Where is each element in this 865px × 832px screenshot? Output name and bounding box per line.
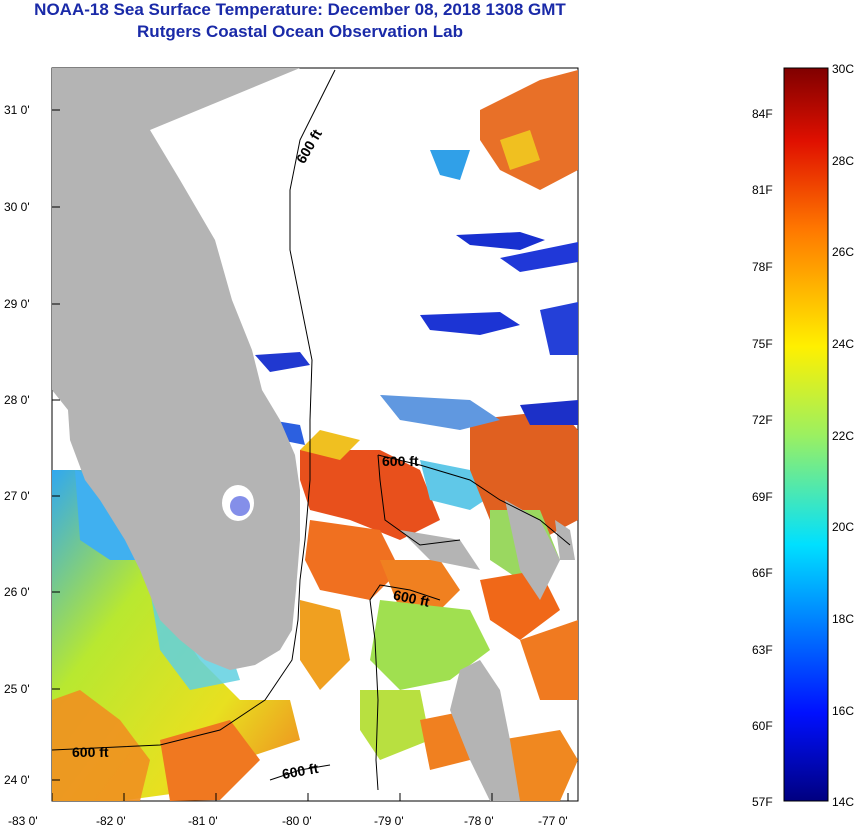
colorbar-f-66: 66F [752,566,773,580]
y-tick-25: 25 0' [4,682,30,696]
colorbar-f-84: 84F [752,107,773,121]
y-tick-28: 28 0' [4,393,30,407]
colorbar-f-72: 72F [752,413,773,427]
x-tick-83: -83 0' [8,814,38,828]
x-tick-79: -79 0' [374,814,404,828]
contour-label-5: 600 ft [281,760,320,782]
colorbar-f-78: 78F [752,260,773,274]
colorbar-f-57: 57F [752,795,773,809]
colorbar-c-20: 20C [832,520,854,534]
colorbar-f-60: 60F [752,719,773,733]
colorbar-c-24: 24C [832,337,854,351]
colorbar-f-69: 69F [752,490,773,504]
x-tick-81: -81 0' [188,814,218,828]
contour-label-4: 600 ft [72,744,109,760]
y-tick-31: 31 0' [4,103,30,117]
y-tick-29: 29 0' [4,297,30,311]
colorbar-c-16: 16C [832,704,854,718]
x-tick-77: -77 0' [538,814,568,828]
contour-label-2: 600 ft [382,453,419,469]
colorbar-c-26: 26C [832,245,854,259]
colorbar-c-30: 30C [832,62,854,76]
x-tick-82: -82 0' [96,814,126,828]
x-tick-80: -80 0' [282,814,312,828]
y-tick-30: 30 0' [4,200,30,214]
colorbar-f-75: 75F [752,337,773,351]
colorbar-c-28: 28C [832,154,854,168]
contour-label-3: 600 ft [392,587,431,610]
axis-ticks [51,109,569,801]
colorbar-f-63: 63F [752,643,773,657]
map-title: NOAA-18 Sea Surface Temperature: Decembe… [34,0,566,19]
x-tick-78: -78 0' [464,814,494,828]
y-tick-26: 26 0' [4,585,30,599]
colorbar-f-81: 81F [752,183,773,197]
y-tick-24: 24 0' [4,773,30,787]
colorbar-c-22: 22C [832,429,854,443]
colorbar-c-18: 18C [832,612,854,626]
y-tick-27: 27 0' [4,489,30,503]
map-subtitle: Rutgers Coastal Ocean Observation Lab [137,22,463,41]
bathymetry-contours [52,69,571,791]
colorbar [783,67,829,802]
colorbar-c-14: 14C [832,795,854,809]
